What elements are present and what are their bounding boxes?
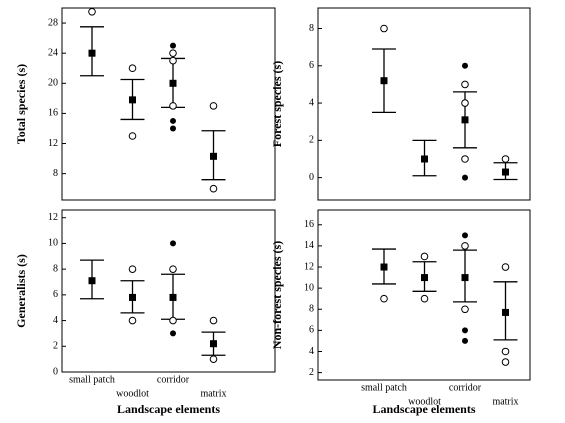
open-point bbox=[461, 80, 469, 89]
filled-point bbox=[170, 125, 176, 132]
mean-marker bbox=[210, 340, 217, 348]
mean-marker bbox=[380, 77, 388, 85]
y-tick-label: 6 bbox=[309, 60, 314, 71]
mean-marker bbox=[461, 116, 469, 124]
y-tick-label: 6 bbox=[309, 325, 314, 336]
filled-point bbox=[170, 330, 176, 337]
plot-frame bbox=[317, 7, 531, 201]
open-point bbox=[209, 316, 218, 325]
open-point bbox=[169, 265, 177, 273]
y-tick-label: 6 bbox=[53, 289, 58, 300]
y-tick-label: 10 bbox=[48, 238, 58, 249]
open-point bbox=[128, 316, 137, 325]
y-tick-label: 12 bbox=[304, 261, 314, 272]
x-axis-label: Landscape elements bbox=[373, 402, 476, 416]
y-tick-label: 12 bbox=[48, 212, 58, 223]
plot-frame bbox=[61, 209, 276, 373]
y-tick-label: 8 bbox=[309, 304, 314, 315]
y-tick-label: 8 bbox=[53, 263, 58, 274]
mean-marker bbox=[129, 96, 136, 104]
filled-point bbox=[462, 337, 468, 344]
y-tick-label: 2 bbox=[309, 135, 314, 146]
filled-point bbox=[462, 232, 468, 239]
open-point bbox=[209, 184, 218, 193]
open-point bbox=[461, 155, 469, 163]
mean-marker bbox=[88, 49, 96, 57]
open-point bbox=[501, 155, 510, 163]
mean-marker bbox=[380, 263, 388, 271]
mean-marker bbox=[421, 155, 428, 163]
y-tick-label: 4 bbox=[309, 97, 314, 108]
x-tick-label: corridor bbox=[157, 374, 190, 385]
open-point bbox=[501, 347, 510, 356]
open-point bbox=[169, 102, 177, 110]
x-tick-label: woodlot bbox=[408, 396, 441, 407]
open-point bbox=[209, 355, 218, 363]
y-tick-label: 8 bbox=[309, 23, 314, 34]
mean-marker bbox=[502, 168, 509, 176]
y-axis-label: Non-forest species (s) bbox=[270, 241, 284, 349]
filled-point bbox=[170, 240, 176, 247]
x-tick-label: corridor bbox=[449, 382, 482, 393]
filled-point bbox=[462, 174, 468, 181]
y-tick-label: 14 bbox=[304, 240, 314, 251]
plot-frame bbox=[61, 7, 276, 201]
y-axis-label: Generalists (s) bbox=[14, 254, 28, 328]
x-axis-label: Landscape elements bbox=[117, 402, 220, 416]
y-tick-label: 0 bbox=[53, 366, 58, 377]
mean-marker bbox=[88, 277, 96, 285]
mean-marker bbox=[502, 308, 509, 316]
open-point bbox=[501, 358, 510, 366]
y-tick-label: 24 bbox=[48, 47, 58, 58]
y-tick-label: 12 bbox=[48, 138, 58, 149]
open-point bbox=[128, 64, 137, 73]
y-tick-label: 2 bbox=[53, 341, 58, 352]
mean-marker bbox=[129, 293, 136, 301]
open-point bbox=[461, 242, 469, 250]
x-tick-label: small patch bbox=[361, 382, 407, 393]
filled-point bbox=[462, 62, 468, 69]
y-tick-label: 16 bbox=[304, 219, 314, 230]
mean-marker bbox=[169, 79, 177, 87]
y-tick-label: 4 bbox=[53, 315, 58, 326]
filled-point bbox=[462, 327, 468, 334]
mean-marker bbox=[461, 274, 469, 282]
y-tick-label: 0 bbox=[309, 172, 314, 183]
x-tick-label: small patch bbox=[69, 374, 115, 385]
x-tick-label: matrix bbox=[200, 388, 226, 399]
open-point bbox=[169, 56, 177, 65]
y-axis-label: Total species (s) bbox=[14, 64, 28, 144]
filled-point bbox=[170, 117, 176, 124]
y-axis-label: Forest species (s) bbox=[270, 61, 284, 147]
open-point bbox=[88, 7, 96, 16]
y-tick-label: 8 bbox=[53, 168, 58, 179]
open-point bbox=[461, 99, 469, 107]
mean-marker bbox=[210, 152, 217, 160]
x-tick-label: matrix bbox=[492, 396, 518, 407]
mean-marker bbox=[421, 274, 428, 282]
open-point bbox=[128, 265, 137, 273]
open-point bbox=[380, 294, 388, 303]
open-point bbox=[209, 102, 218, 110]
y-tick-label: 4 bbox=[309, 346, 314, 357]
mean-marker bbox=[169, 293, 177, 301]
open-point bbox=[169, 49, 177, 57]
y-tick-label: 16 bbox=[48, 108, 58, 119]
x-tick-label: woodlot bbox=[116, 388, 149, 399]
y-tick-label: 2 bbox=[309, 367, 314, 378]
y-tick-label: 20 bbox=[48, 78, 58, 89]
open-point bbox=[501, 263, 510, 271]
y-tick-label: 10 bbox=[304, 282, 314, 293]
plot-frame bbox=[317, 209, 531, 381]
open-point bbox=[169, 316, 177, 325]
open-point bbox=[420, 294, 429, 303]
open-point bbox=[461, 305, 469, 314]
open-point bbox=[380, 24, 388, 33]
open-point bbox=[128, 132, 137, 140]
open-point bbox=[420, 252, 429, 261]
filled-point bbox=[170, 42, 176, 49]
y-tick-label: 28 bbox=[48, 17, 58, 28]
